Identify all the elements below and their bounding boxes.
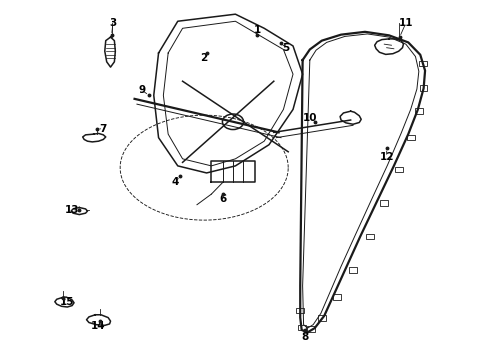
- FancyBboxPatch shape: [420, 85, 427, 91]
- FancyBboxPatch shape: [395, 167, 402, 172]
- Text: 6: 6: [220, 194, 227, 204]
- Text: 5: 5: [282, 43, 290, 53]
- Text: 10: 10: [303, 113, 317, 123]
- Text: 8: 8: [301, 332, 309, 342]
- Text: 4: 4: [172, 177, 179, 187]
- FancyBboxPatch shape: [296, 308, 304, 313]
- Text: 1: 1: [253, 25, 261, 35]
- FancyBboxPatch shape: [419, 61, 426, 66]
- Text: 2: 2: [200, 53, 208, 63]
- Text: 13: 13: [65, 205, 79, 215]
- FancyBboxPatch shape: [318, 315, 326, 321]
- Text: 7: 7: [99, 124, 107, 134]
- FancyBboxPatch shape: [366, 234, 374, 239]
- Text: 9: 9: [138, 85, 146, 95]
- FancyBboxPatch shape: [349, 267, 357, 273]
- FancyBboxPatch shape: [298, 325, 305, 330]
- FancyBboxPatch shape: [333, 294, 341, 300]
- Text: 3: 3: [109, 18, 117, 28]
- Text: 12: 12: [379, 152, 394, 162]
- FancyBboxPatch shape: [380, 200, 388, 206]
- FancyBboxPatch shape: [307, 326, 315, 332]
- Text: 15: 15: [60, 297, 74, 307]
- Text: 14: 14: [91, 321, 106, 332]
- FancyBboxPatch shape: [407, 135, 415, 140]
- FancyBboxPatch shape: [415, 108, 423, 114]
- Text: 11: 11: [399, 18, 413, 28]
